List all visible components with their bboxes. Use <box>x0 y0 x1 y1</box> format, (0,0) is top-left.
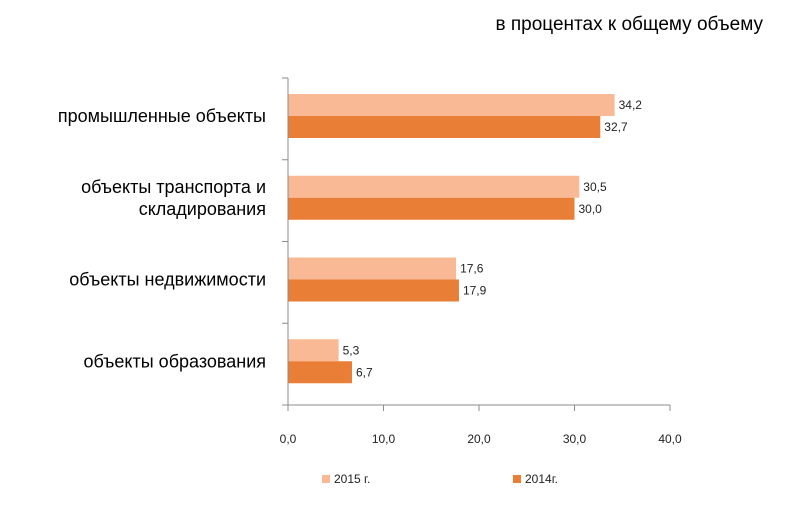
data-label-2015-2: 17,6 <box>460 262 484 276</box>
chart-subtitle: в процентах к общему объему <box>496 14 764 35</box>
x-tick-label-3: 30,0 <box>563 432 587 446</box>
category-label-0: промышленные объекты <box>58 106 266 126</box>
axes-group: промышленные объекты объекты транспорта и… <box>58 77 682 446</box>
legend-swatch-0 <box>322 475 330 483</box>
bar-2014-0 <box>288 116 601 138</box>
data-label-2015-0: 34,2 <box>619 98 643 112</box>
legend-swatch-1 <box>513 475 521 483</box>
data-label-2015-1: 30,5 <box>583 180 607 194</box>
x-tick-label-1: 10,0 <box>372 432 396 446</box>
legend-label-1: 2014г. <box>525 472 558 486</box>
data-label-2014-2: 17,9 <box>463 284 487 298</box>
category-label-3: объекты образования <box>83 351 266 371</box>
bar-2014-3 <box>288 361 352 384</box>
bar-2015-0 <box>288 94 615 116</box>
legend: 2015 г. 2014г. <box>322 472 558 486</box>
x-tick-label-4: 40,0 <box>658 432 682 446</box>
category-label-1: объекты транспорта и складирования <box>81 177 266 219</box>
bar-2015-1 <box>288 175 580 198</box>
bar-2014-2 <box>288 279 459 302</box>
legend-label-0: 2015 г. <box>334 472 370 486</box>
data-label-2015-3: 5,3 <box>343 343 360 357</box>
bars-group: 34,2 32,7 30,5 30,0 17,6 17,9 5,3 6,7 <box>288 94 643 384</box>
bar-2015-3 <box>288 339 339 362</box>
data-label-2014-0: 32,7 <box>604 120 628 134</box>
bar-2014-1 <box>288 197 575 220</box>
bar-2015-2 <box>288 257 457 280</box>
category-label-2: объекты недвижимости <box>69 270 266 290</box>
x-tick-label-2: 20,0 <box>467 432 491 446</box>
data-label-2014-1: 30,0 <box>579 202 603 216</box>
x-tick-label-0: 0,0 <box>280 432 297 446</box>
data-label-2014-3: 6,7 <box>356 365 373 379</box>
